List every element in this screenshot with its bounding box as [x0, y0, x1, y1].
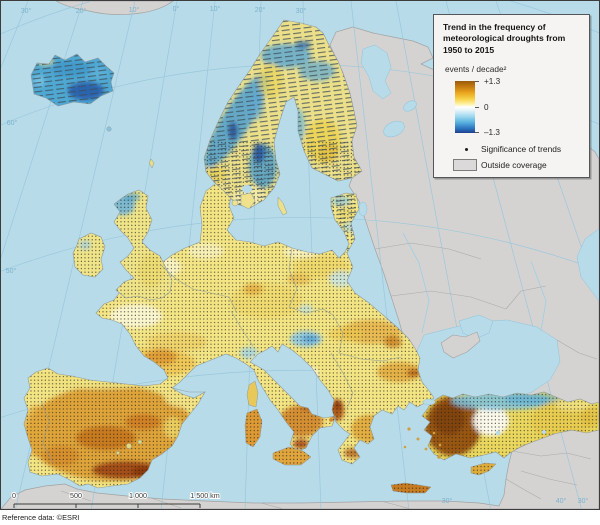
svg-text:20°: 20° [255, 6, 266, 14]
map-islands [106, 126, 497, 494]
map-region-funen [231, 199, 239, 207]
legend-box: Trend in the frequency of meteorological… [433, 14, 590, 178]
graticule-labels: 30° 20° 10° 0° 10° 20° 30° 60° 50° 30° 4… [6, 5, 589, 505]
outside-coverage-swatch-icon [453, 159, 477, 172]
lake-peipus [358, 201, 368, 217]
trend-gradient-bar [455, 81, 475, 134]
map-frame: 30° 20° 10° 0° 10° 20° 30° 60° 50° 30° 4… [0, 0, 600, 510]
map-region-faroe [106, 126, 112, 132]
caspian-sea [576, 228, 599, 302]
map-region-zealand [240, 192, 256, 210]
map-region-iceland [30, 53, 115, 107]
map-region-gotland [277, 196, 288, 216]
svg-text:0°: 0° [173, 5, 180, 13]
map-region-crimea [440, 331, 481, 359]
sea-of-marmara [422, 399, 436, 406]
legend-color-scale: +1.3 0 –1.3 [455, 77, 589, 138]
legend-title: Trend in the frequency of meteorological… [443, 22, 566, 55]
lake-ladoga [383, 120, 405, 138]
svg-text:30°: 30° [296, 7, 307, 15]
svg-text:60°: 60° [7, 119, 18, 127]
scale-label-1500km: 1 500 km [190, 491, 220, 500]
svg-text:50°: 50° [6, 267, 17, 275]
scale-bar: 0 500 1 000 1 500 km [11, 490, 221, 508]
legend-unit-label: events / decade² [445, 64, 507, 75]
legend-significance-row: Significance of trends [465, 144, 589, 154]
significance-dot-icon [465, 147, 468, 151]
gradient-tick-max [475, 81, 479, 83]
reference-data-text: Reference data: ©ESRI [2, 513, 80, 522]
svg-text:30°: 30° [21, 7, 32, 15]
svg-text:30°: 30° [578, 497, 589, 505]
lake-van [542, 430, 546, 434]
outside-coverage-borders [60, 242, 598, 509]
svg-text:10°: 10° [210, 5, 221, 13]
scale-label-500: 500 [70, 491, 82, 500]
scale-label-1000: 1 000 [129, 491, 147, 500]
legend-outside-coverage-row: Outside coverage [453, 159, 589, 172]
map-region-turkey [421, 391, 599, 461]
map-region-ireland [72, 232, 106, 278]
europe-drought-map: 30° 20° 10° 0° 10° 20° 30° 60° 50° 30° 4… [1, 1, 599, 509]
svg-text:10°: 10° [129, 6, 140, 14]
scale-label-0: 0 [12, 491, 16, 500]
legend-outside-coverage-label: Outside coverage [481, 160, 547, 171]
map-region-shetland [148, 158, 155, 169]
legend-significance-label: Significance of trends [481, 144, 562, 155]
gradient-tick-mid [475, 107, 479, 109]
lake-tuz [495, 430, 501, 436]
gradient-label-min: –1.3 [484, 128, 500, 138]
gradient-tick-min [475, 132, 479, 134]
map-footer: Reference data: ©ESRI [0, 510, 600, 525]
country-borders [40, 247, 402, 464]
map-region-corsica [246, 380, 259, 408]
rivers [402, 232, 547, 334]
white-sea [360, 44, 392, 100]
svg-text:40°: 40° [556, 497, 567, 505]
gradient-label-mid: 0 [484, 103, 489, 113]
sea-of-azov [458, 314, 494, 340]
aegean-islands [329, 418, 442, 459]
lake-onega [403, 100, 417, 112]
lake-vanern [242, 185, 252, 193]
svg-text:30°: 30° [442, 497, 453, 505]
gradient-label-max: +1.3 [484, 77, 501, 87]
svg-text:20°: 20° [76, 7, 87, 15]
